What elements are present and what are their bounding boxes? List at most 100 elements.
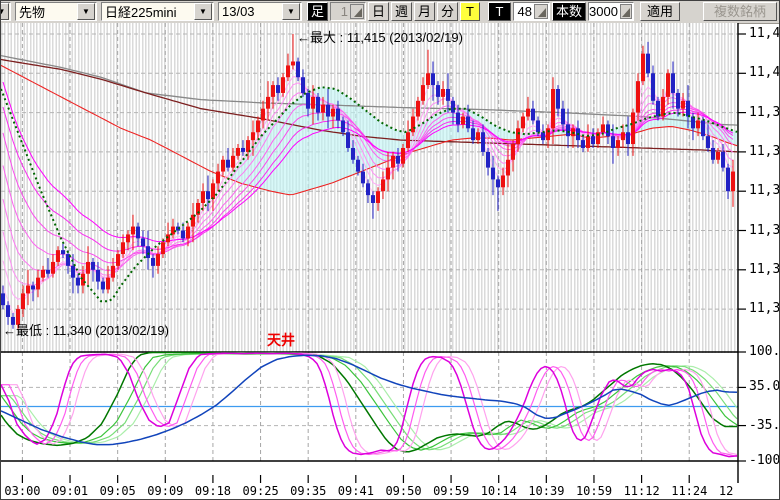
period-month-button[interactable]: 月 [414, 2, 435, 21]
candle [41, 269, 45, 278]
chevron-down-icon[interactable]: ▼ [77, 3, 95, 20]
time-axis-label: 09:01 [52, 484, 89, 498]
contract-value: 13/03 [222, 4, 255, 19]
time-axis-label: 11:24 [671, 484, 708, 498]
candle [281, 77, 285, 93]
time-axis-label: 09:41 [337, 484, 374, 498]
spinner-icon[interactable] [534, 4, 548, 19]
candle [96, 269, 100, 282]
symbol-value: 日経225mini [105, 5, 177, 20]
candle [566, 124, 570, 137]
price-axis-label: 11,395 [749, 104, 780, 120]
candle [286, 65, 290, 78]
tick-count-stepper[interactable]: 48 [513, 2, 550, 21]
osc-axis-label: -35.00 [749, 417, 780, 433]
candle [601, 124, 605, 133]
honsuu-button[interactable]: 本数 [552, 2, 586, 21]
candle [711, 147, 715, 160]
candle [361, 171, 365, 184]
category-select[interactable]: 先物 ▼ [15, 2, 97, 21]
bar-count-value: 3000 [589, 4, 618, 19]
candle [201, 191, 205, 203]
chevron-down-icon[interactable]: ▼ [282, 3, 300, 20]
candle [611, 136, 615, 148]
gmma-line-p7 [2, 82, 734, 287]
candle [1, 293, 5, 306]
candle [396, 155, 400, 164]
candle [316, 96, 320, 113]
candle [236, 147, 240, 156]
candles [1, 34, 735, 329]
period-tick-button[interactable]: T [460, 2, 480, 21]
candle [211, 183, 215, 200]
interval-stepper[interactable]: 1 [330, 2, 366, 21]
candle [671, 73, 675, 93]
candle [86, 261, 90, 274]
time-axis-label: 09:50 [385, 484, 422, 498]
candle [136, 226, 140, 239]
price-axis-label: 11,415 [749, 26, 780, 41]
candle [31, 285, 35, 290]
chart-canvas[interactable] [1, 23, 779, 499]
candle [216, 171, 220, 184]
candle [306, 92, 310, 109]
contract-month-select[interactable]: 13/03 ▼ [218, 2, 302, 21]
candle [541, 132, 545, 141]
price-axis-label: 11,345 [749, 301, 780, 317]
clipped-combo[interactable]: ▼ [1, 2, 11, 21]
candle [366, 183, 370, 196]
candle [666, 73, 670, 97]
candle [706, 136, 710, 148]
candle [406, 132, 410, 148]
chevron-down-icon[interactable]: ▼ [1, 3, 9, 20]
candle [271, 85, 275, 97]
candle [141, 238, 145, 247]
ashi-button[interactable]: 足 [307, 2, 328, 21]
price-axis [21, 23, 746, 483]
candle [661, 96, 665, 117]
candle [111, 265, 115, 278]
tick-mode-button[interactable]: T [488, 2, 511, 21]
candle [526, 108, 530, 117]
candle [176, 226, 180, 231]
candle [636, 81, 640, 113]
price-axis-label: 11,385 [749, 143, 780, 159]
candle [501, 175, 505, 188]
apply-button[interactable]: 適用 [640, 2, 680, 21]
candle [146, 246, 150, 259]
time-axis-label: 09:35 [290, 484, 327, 498]
candle [471, 128, 475, 141]
time-axis-label: 09:25 [242, 484, 279, 498]
bar-count-stepper[interactable]: 3000 [588, 2, 634, 21]
candle [606, 124, 610, 137]
candle [516, 128, 520, 145]
candle [716, 151, 720, 160]
period-week-button[interactable]: 週 [391, 2, 412, 21]
symbol-select[interactable]: 日経225mini ▼ [101, 2, 214, 21]
candle [461, 116, 465, 125]
candle [291, 61, 295, 66]
period-day-button[interactable]: 日 [368, 2, 389, 21]
time-axis-label: 09:59 [433, 484, 470, 498]
time-axis-label: 10:39 [528, 484, 565, 498]
candle [321, 104, 325, 113]
candle [61, 250, 65, 255]
candle [506, 159, 510, 176]
candle [301, 77, 305, 93]
spinner-icon[interactable] [619, 4, 632, 19]
session-max-annotation: ←最大 : 11,415 (2013/02/19) [297, 30, 463, 45]
candle [186, 226, 190, 239]
candle [536, 120, 540, 133]
candle [341, 120, 345, 133]
candle [521, 116, 525, 129]
spinner-icon[interactable] [350, 4, 364, 19]
period-minute-button[interactable]: 分 [437, 2, 458, 21]
candle [546, 128, 550, 141]
candle [426, 73, 430, 86]
multi-symbol-button[interactable]: 複数銘柄 [703, 2, 777, 21]
candle [126, 234, 130, 243]
oscillator-panel [1, 351, 738, 462]
candle [641, 53, 645, 82]
candle [166, 234, 170, 243]
chevron-down-icon[interactable]: ▼ [194, 3, 212, 20]
